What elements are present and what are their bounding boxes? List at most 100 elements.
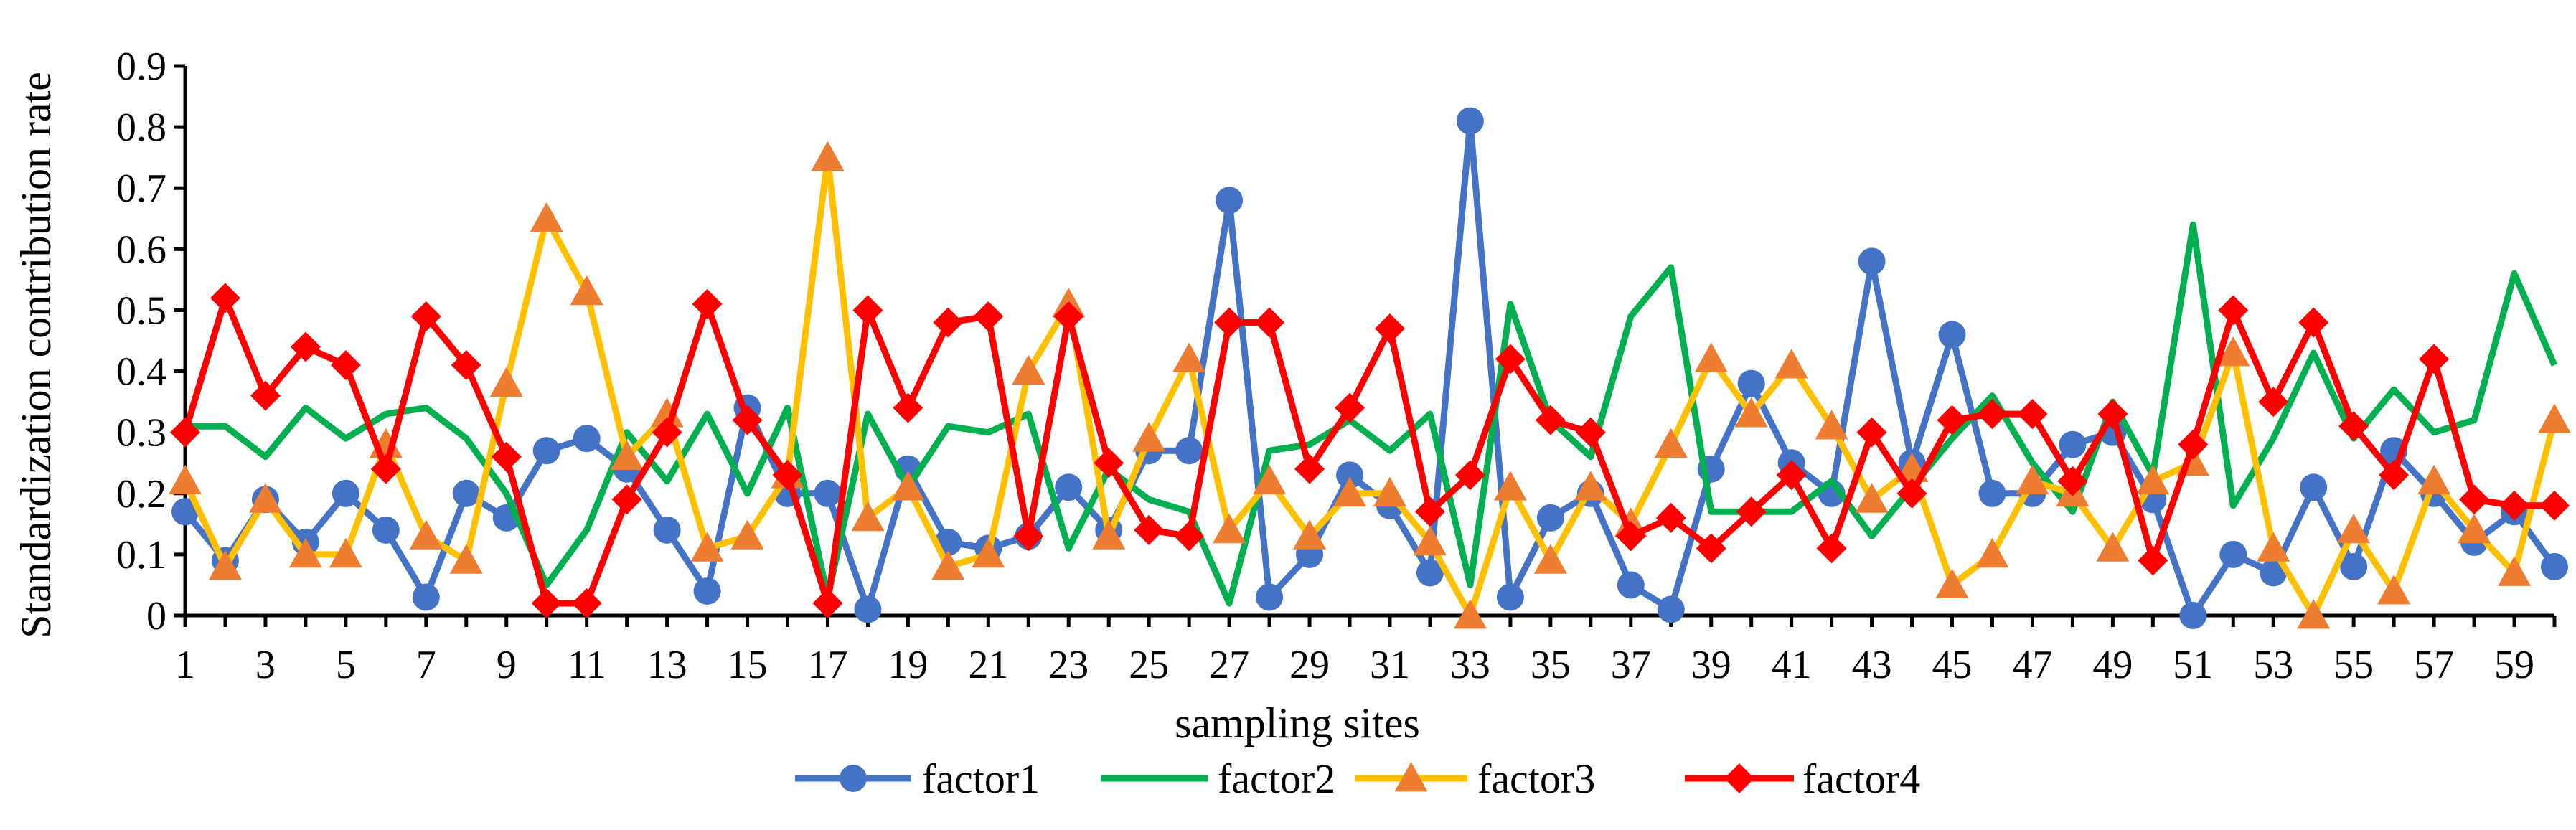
factor1-point [1216, 187, 1244, 214]
factor4-point [370, 453, 401, 484]
factor1-point [1536, 504, 1564, 532]
factor1-point [814, 479, 842, 507]
axes: 00.10.20.30.40.50.60.70.80.91 3 5 7 9 11 13 15 1… [116, 44, 2557, 687]
factor3-point [1333, 476, 1367, 507]
factor3-point [1132, 422, 1166, 452]
x-tick-label: 51 [2173, 643, 2213, 687]
factor4-point [772, 460, 803, 491]
x-tick-label: 1 [175, 643, 195, 687]
factor3-point [1654, 428, 1688, 458]
factor4-point [1776, 460, 1807, 491]
factor3-point [409, 519, 443, 550]
factor4-point [1454, 460, 1485, 491]
factor4-point [2218, 295, 2249, 326]
x-tick-label: 43 [1852, 643, 1892, 687]
factor4-point [290, 331, 321, 362]
factor4-point [1736, 496, 1767, 527]
y-tick-label: 0.8 [116, 105, 166, 150]
legend-marker-factor3 [1394, 762, 1428, 792]
factor3-point [972, 537, 1005, 568]
y-axis-title: Standardization contribution rate [12, 72, 60, 638]
factor3-point [1012, 354, 1045, 385]
factor3-point [2498, 556, 2532, 586]
y-tick-label: 0.4 [116, 350, 166, 395]
factor1-point [2340, 552, 2368, 580]
factor1-point [1456, 107, 1484, 135]
factor1-point [2541, 552, 2568, 580]
factor3-point [891, 471, 925, 501]
x-axis-title: sampling sites [1175, 699, 1420, 747]
factor3-point [329, 537, 362, 568]
factor4-point [2178, 429, 2209, 460]
factor3-point [2217, 336, 2250, 367]
factor3-point [851, 501, 885, 532]
factor3-point [610, 440, 644, 471]
x-tick-label: 17 [807, 643, 847, 687]
factor1-point [1978, 479, 2006, 507]
legend-marker-factor1 [840, 765, 867, 792]
x-tick-label: 45 [1932, 643, 1973, 687]
factor3-point [2458, 513, 2491, 544]
factor4-point [2057, 466, 2088, 496]
factor1-point [1938, 321, 1966, 349]
factor3-point [1774, 349, 1808, 379]
factor4-point [1174, 521, 1205, 552]
factor4-point [1615, 521, 1646, 552]
factor4-point [852, 295, 883, 326]
factor4-point [2298, 307, 2329, 338]
y-tick-label: 0 [146, 594, 166, 638]
legend: factor1 factor2 factor3 factor4 [795, 755, 1920, 802]
factor4-point [1335, 392, 1365, 423]
factor4-point [1896, 478, 1927, 509]
factor1-point [1256, 583, 1284, 611]
factor3-point [2096, 532, 2130, 562]
factor3-point [530, 202, 563, 232]
x-tick-label: 19 [888, 643, 928, 687]
y-tick-label: 0.3 [116, 411, 166, 456]
factor3-point [2538, 403, 2571, 434]
factor3-point [730, 519, 764, 550]
legend-label-factor4: factor4 [1802, 755, 1920, 802]
factor3-point [288, 537, 322, 568]
factor4-point [2379, 460, 2410, 491]
factor1-point [1657, 595, 1685, 623]
legend-item-factor2: factor2 [1101, 755, 1335, 802]
factor3-point [2257, 532, 2290, 562]
y-tick-label: 0.1 [116, 533, 166, 577]
factor4-point [1535, 405, 1566, 435]
factor3-point [449, 544, 483, 574]
factor4-point [2097, 399, 2128, 430]
factor3-point [2136, 464, 2170, 495]
factor3-point [1533, 544, 1567, 574]
x-tick-label: 39 [1691, 643, 1731, 687]
factor4-point [1254, 307, 1285, 338]
factor1-point [573, 425, 601, 453]
factor3-point [2016, 464, 2049, 495]
factor4-point [1655, 502, 1686, 533]
x-tick-label: 27 [1209, 643, 1249, 687]
factor4-point [2258, 387, 2289, 418]
factor4-point [250, 380, 281, 411]
x-tick-label: 15 [728, 643, 768, 687]
series-factor4 [170, 283, 2570, 618]
factor3-point [1935, 568, 1969, 598]
factor3-point [650, 397, 684, 428]
factor4-point [1053, 301, 1084, 331]
factor3-point [2297, 599, 2331, 629]
y-tick-label: 0.2 [116, 472, 166, 517]
factor3-point [1172, 342, 1206, 372]
factor3-point [1253, 464, 1287, 495]
x-tick-label: 49 [2092, 643, 2133, 687]
y-tick-label: 0.5 [116, 288, 166, 333]
factor4-point [410, 301, 441, 331]
factor4-point [2499, 490, 2530, 521]
legend-item-factor1: factor1 [795, 755, 1040, 802]
x-tick-label: 21 [968, 643, 1008, 687]
factor3-point [169, 464, 202, 495]
x-tick-label: 3 [255, 643, 276, 687]
legend-item-factor3: factor3 [1355, 755, 1595, 802]
factor4-point [2419, 344, 2450, 374]
factor3-point [1373, 476, 1406, 507]
x-tick-label: 29 [1289, 643, 1330, 687]
y-tick-label: 0.6 [116, 227, 166, 272]
